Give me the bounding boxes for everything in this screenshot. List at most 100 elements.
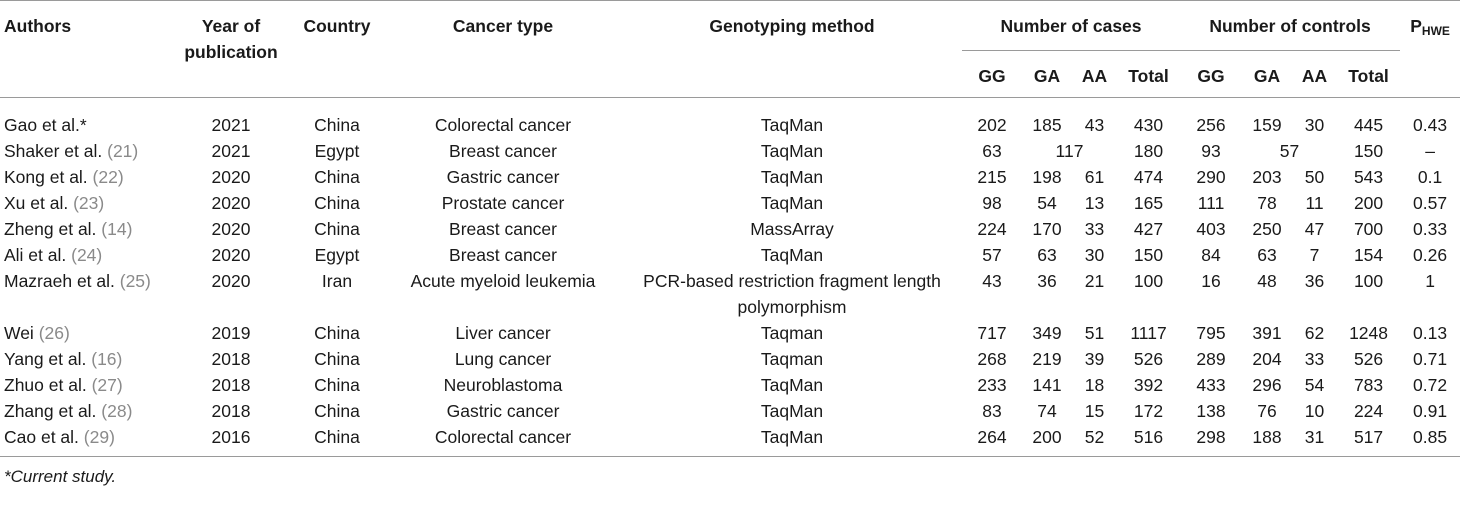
table-header: Authors Year of publication Country Canc… <box>0 0 1460 98</box>
header-phwe-sub: HWE <box>1421 24 1450 38</box>
header-cases-gg: GG <box>978 66 1006 86</box>
reference-number: (28) <box>101 401 133 421</box>
cell-cases-gg: 264 <box>977 427 1007 447</box>
cell-cases-aa: 61 <box>1084 167 1105 187</box>
cell-cancer-type: Gastric cancer <box>446 167 560 187</box>
header-controls-total: Total <box>1348 66 1389 86</box>
cell-author: Zhang et al. (28) <box>0 398 172 424</box>
cell-controls-aa: 47 <box>1304 219 1325 239</box>
cell-controls-aa: 54 <box>1304 375 1325 395</box>
cell-cases-total: 165 <box>1133 193 1164 213</box>
cell-phwe: – <box>1425 141 1435 161</box>
cell-author: Wei (26) <box>0 320 172 346</box>
cell-cases-ga: 54 <box>1037 193 1057 213</box>
reference-number: (26) <box>38 323 70 343</box>
cell-cases-aa: 51 <box>1084 323 1105 343</box>
cell-country: Egypt <box>314 245 360 265</box>
cell-year: 2020 <box>211 245 251 265</box>
cell-cases-gg: 268 <box>977 349 1007 369</box>
cell-cases-gg: 98 <box>982 193 1002 213</box>
cell-controls-aa: 36 <box>1304 271 1325 291</box>
cell-cases-gg: 43 <box>982 271 1002 291</box>
cell-controls-aa: 62 <box>1304 323 1325 343</box>
cell-cases-total: 427 <box>1133 219 1164 239</box>
cell-controls-total: 224 <box>1353 401 1384 421</box>
header-phwe: PHWE <box>1400 1 1460 98</box>
cell-phwe: 0.85 <box>1413 427 1448 447</box>
cell-controls-gg: 298 <box>1196 427 1226 447</box>
cell-cancer-type: Gastric cancer <box>446 401 560 421</box>
cell-controls-total: 445 <box>1353 115 1384 135</box>
cell-author: Shaker et al. (21) <box>0 138 172 164</box>
cell-controls-gg: 290 <box>1196 167 1226 187</box>
header-authors: Authors <box>4 16 72 36</box>
cell-method: TaqMan <box>760 375 824 395</box>
cell-phwe: 0.91 <box>1413 401 1448 421</box>
cell-country: Egypt <box>314 141 360 161</box>
author-name: Zhang et al. <box>4 401 102 421</box>
cell-author: Yang et al. (16) <box>0 346 172 372</box>
reference-number: (23) <box>73 193 105 213</box>
cell-cancer-type: Breast cancer <box>449 219 557 239</box>
cell-controls-gg: 433 <box>1196 375 1226 395</box>
cell-cases-aa: 52 <box>1084 427 1105 447</box>
cell-author: Zhuo et al. (27) <box>0 372 172 398</box>
cell-cases-aa: 30 <box>1084 245 1105 265</box>
cell-year: 2018 <box>211 349 251 369</box>
cell-cases-aa: 15 <box>1084 401 1105 421</box>
cell-cases-ga: 200 <box>1032 427 1062 447</box>
cell-year: 2021 <box>211 141 251 161</box>
table-row: Cao et al. (29) 2016 China Colorectal ca… <box>0 424 1460 457</box>
cell-cases-total: 100 <box>1133 271 1164 291</box>
author-name: Gao et al.* <box>4 115 87 135</box>
cell-country: China <box>314 375 360 395</box>
cell-controls-ga: 391 <box>1252 323 1282 343</box>
author-name: Shaker et al. <box>4 141 108 161</box>
cell-author: Cao et al. (29) <box>0 424 172 457</box>
cell-phwe: 0.26 <box>1413 245 1448 265</box>
cell-controls-gg: 256 <box>1196 115 1226 135</box>
cell-controls-total: 1248 <box>1349 323 1389 343</box>
table-row: Ali et al. (24) 2020 Egypt Breast cancer… <box>0 242 1460 268</box>
header-number-of-cases: Number of cases <box>962 0 1181 51</box>
cell-cases-gg: 717 <box>977 323 1007 343</box>
cell-controls-ga: 76 <box>1257 401 1277 421</box>
cell-cancer-type: Prostate cancer <box>441 193 565 213</box>
cell-phwe: 0.57 <box>1413 193 1448 213</box>
cell-controls-gg: 403 <box>1196 219 1226 239</box>
author-name: Zheng et al. <box>4 219 102 239</box>
cell-controls-ga: 48 <box>1257 271 1277 291</box>
cell-cases-aa: 33 <box>1084 219 1105 239</box>
header-controls-aa: AA <box>1301 66 1328 86</box>
cell-cases-gg: 57 <box>982 245 1002 265</box>
cell-cases-ga: 170 <box>1032 219 1062 239</box>
cell-controls-total: 543 <box>1353 167 1384 187</box>
cell-method: TaqMan <box>760 141 824 161</box>
author-name: Wei <box>4 323 39 343</box>
cell-year: 2016 <box>211 427 251 447</box>
author-name: Xu et al. <box>4 193 74 213</box>
reference-number: (16) <box>91 349 123 369</box>
cell-cases-total: 1117 <box>1130 323 1167 343</box>
author-name: Cao et al. <box>4 427 84 447</box>
header-cases-aa: AA <box>1081 66 1108 86</box>
cell-year: 2020 <box>211 167 251 187</box>
cell-cases-ga: 198 <box>1032 167 1062 187</box>
cell-method: MassArray <box>750 219 834 239</box>
author-name: Mazraeh et al. <box>4 271 120 291</box>
cell-controls-ga: 203 <box>1252 167 1282 187</box>
table-row: Zhang et al. (28) 2018 China Gastric can… <box>0 398 1460 424</box>
cell-method: TaqMan <box>760 401 824 421</box>
table-row: Shaker et al. (21) 2021 Egypt Breast can… <box>0 138 1460 164</box>
cell-year: 2020 <box>211 219 251 239</box>
cell-cases-gg: 83 <box>982 401 1002 421</box>
cell-country: Iran <box>321 271 353 291</box>
table-body: Gao et al.* 2021 China Colorectal cancer… <box>0 98 1460 457</box>
cell-controls-aa: 50 <box>1304 167 1325 187</box>
cell-controls-total: 517 <box>1353 427 1384 447</box>
cell-cancer-type: Liver cancer <box>455 323 551 343</box>
cell-cancer-type: Neuroblastoma <box>443 375 563 395</box>
cell-country: China <box>314 427 360 447</box>
cell-country: China <box>314 323 360 343</box>
cell-method: TaqMan <box>760 427 824 447</box>
